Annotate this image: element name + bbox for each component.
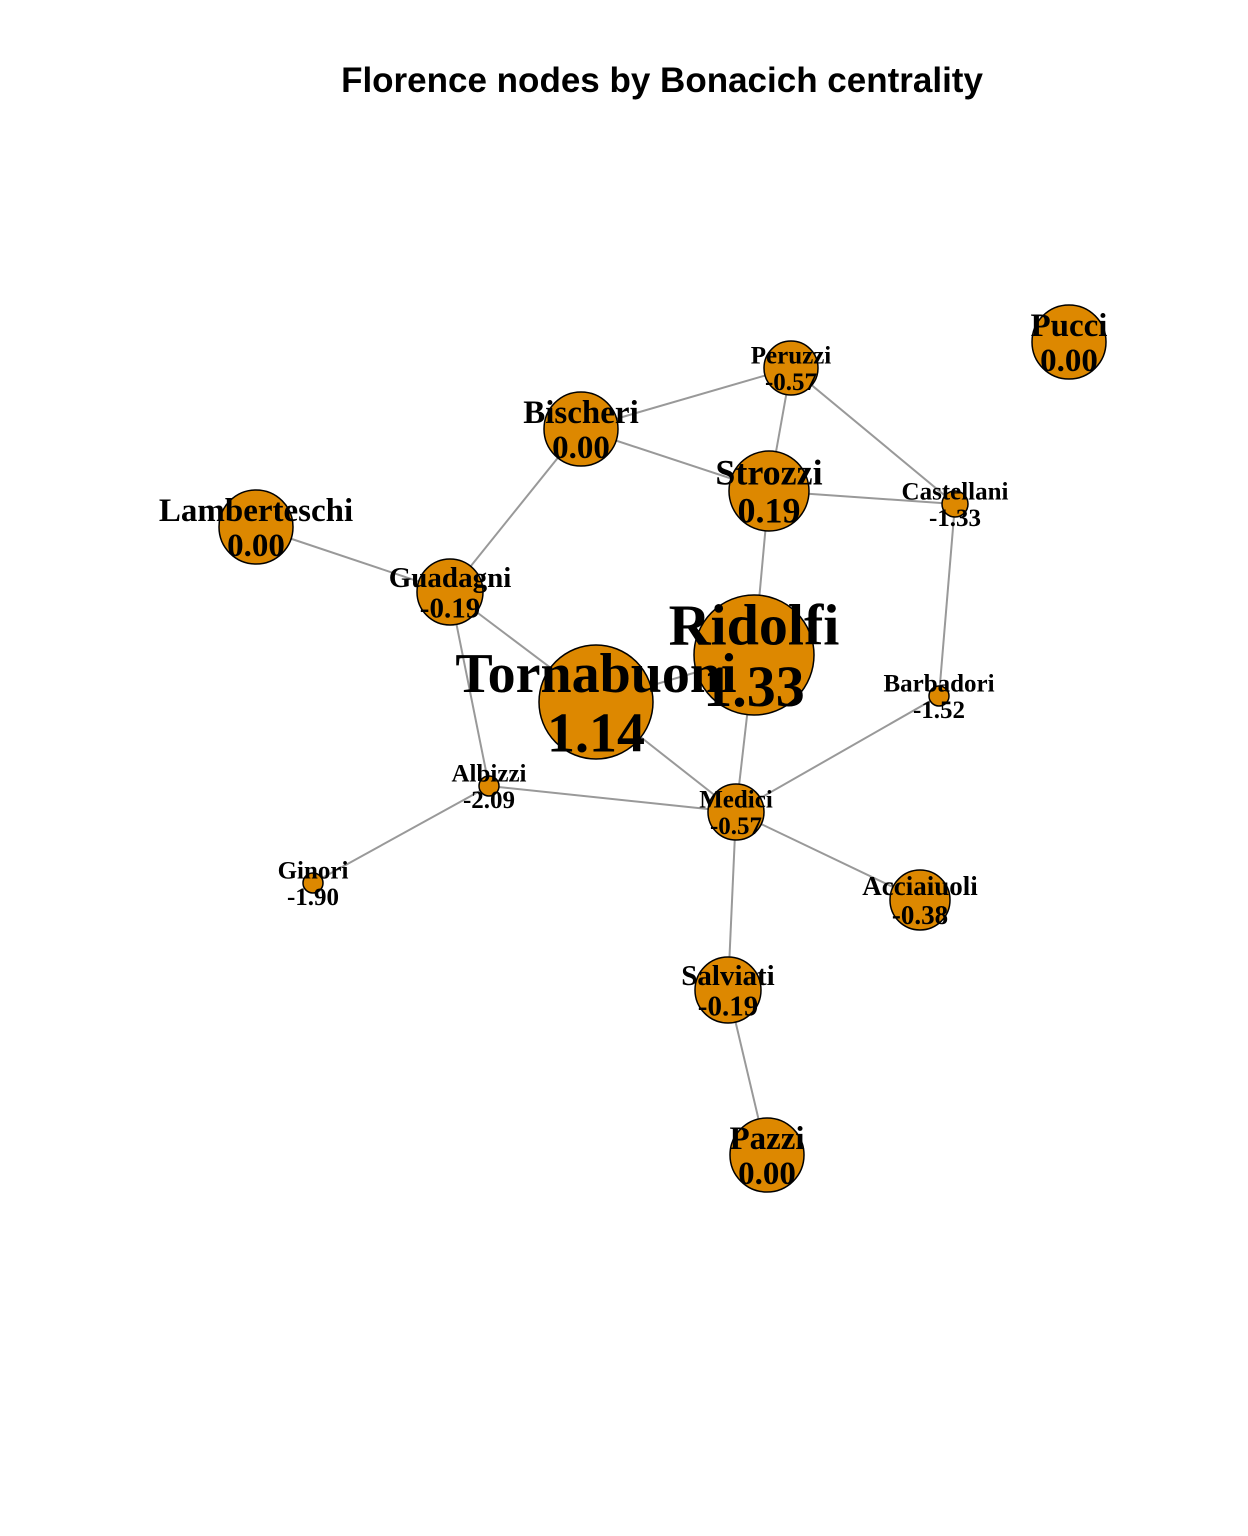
node-value-label: -0.19 (420, 593, 480, 625)
node-value-label: -1.52 (913, 697, 965, 724)
node-name-label: Peruzzi (751, 343, 832, 370)
diagram-title: Florence nodes by Bonacich centrality (341, 61, 983, 100)
node-name-label: Ridolfi (669, 593, 840, 658)
node-circle-bischeri (543, 391, 619, 467)
node-ginori: Ginori-1.90 (278, 858, 349, 912)
node-value-label: -1.33 (929, 505, 981, 532)
node-value-label: -2.09 (463, 787, 515, 814)
node-circle-acciaiuoli (889, 869, 951, 931)
node-circle-medici (707, 783, 765, 841)
node-circle-albizzi (478, 775, 500, 797)
node-name-label: Pazzi (729, 1121, 804, 1157)
node-value-label: 0.00 (552, 430, 610, 466)
node-name-label: Acciaiuoli (862, 871, 978, 901)
node-layer: Acciaiuoli-0.38 Albizzi-2.09 Barbadori-1.5… (159, 304, 1108, 1193)
node-name-label: Ginori (278, 858, 349, 885)
node-circle-guadagni (416, 558, 484, 626)
node-value-label: -1.90 (287, 884, 339, 911)
edge-acciaiuoli-medici (735, 811, 921, 901)
node-circle-castellani (941, 490, 969, 518)
node-circle-barbadori (928, 685, 950, 707)
node-value-label: 0.00 (227, 528, 285, 564)
node-circle-pazzi (729, 1117, 805, 1193)
node-name-label: Salviati (681, 960, 774, 992)
node-castellani: Castellani-1.33 (902, 479, 1009, 533)
node-name-label: Lamberteschi (159, 493, 353, 529)
node-value-label: -0.38 (892, 900, 948, 930)
node-value-label: 0.19 (738, 491, 801, 531)
node-circle-salviati (694, 956, 762, 1024)
node-albizzi: Albizzi-2.09 (452, 761, 527, 815)
node-name-label: Strozzi (715, 453, 822, 493)
node-salviati: Salviati-0.19 (681, 956, 775, 1024)
node-value-label: 0.00 (738, 1156, 796, 1192)
node-name-label: Barbadori (883, 671, 994, 698)
node-value-label: -0.19 (698, 991, 758, 1023)
node-circle-lamberteschi (218, 489, 294, 565)
edge-barbadori-castellani (938, 503, 956, 697)
node-value-label: 1.14 (547, 702, 645, 764)
node-value-label: -0.57 (710, 813, 762, 840)
node-peruzzi: Peruzzi-0.57 (751, 340, 832, 396)
edge-albizzi-medici (488, 785, 737, 813)
edge-castellani-peruzzi (790, 367, 956, 505)
node-name-label: Guadagni (389, 562, 512, 594)
node-circle-ridolfi (693, 594, 815, 716)
node-value-label: -0.57 (765, 369, 817, 396)
node-acciaiuoli: Acciaiuoli-0.38 (862, 869, 978, 931)
node-name-label: Tornabuoni (455, 643, 736, 705)
node-circle-ginori (302, 872, 324, 894)
node-medici: Medici-0.57 (699, 783, 773, 841)
edge-barbadori-medici (735, 695, 940, 813)
node-name-label: Medici (699, 787, 773, 814)
node-barbadori: Barbadori-1.52 (883, 671, 994, 725)
node-circle-pucci (1031, 304, 1107, 380)
node-name-label: Pucci (1031, 308, 1108, 344)
node-name-label: Castellani (902, 479, 1009, 506)
edge-albizzi-ginori (312, 785, 490, 884)
node-guadagni: Guadagni-0.19 (389, 558, 512, 626)
node-name-label: Bischeri (523, 395, 638, 431)
node-circle-tornabuoni (538, 644, 654, 760)
node-circle-peruzzi (763, 340, 819, 396)
node-circle-strozzi (728, 450, 810, 532)
node-name-label: Albizzi (452, 761, 527, 788)
node-value-label: 0.00 (1040, 343, 1098, 379)
node-value-label: 1.33 (703, 654, 805, 719)
